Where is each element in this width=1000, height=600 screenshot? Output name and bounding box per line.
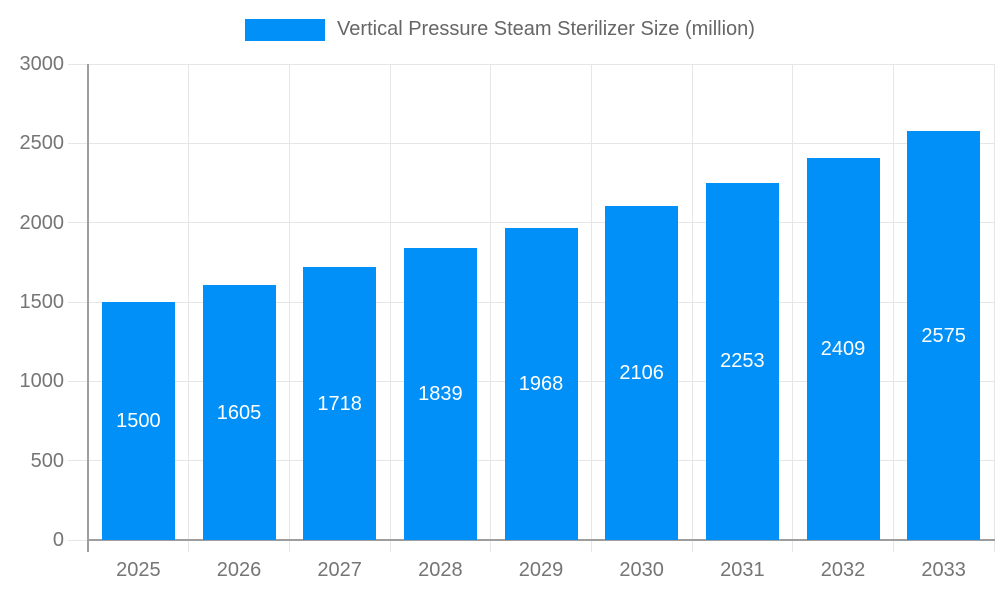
v-gridline <box>288 64 290 540</box>
x-axis-tick <box>590 540 592 552</box>
x-axis-tick <box>691 540 693 552</box>
h-gridline <box>88 222 994 224</box>
x-axis-tick <box>993 540 995 552</box>
y-axis-tick <box>68 380 88 382</box>
v-gridline <box>490 64 492 540</box>
y-axis-label: 2000 <box>19 211 65 234</box>
v-gridline <box>892 64 894 540</box>
v-gridline <box>389 64 391 540</box>
bar[interactable] <box>202 285 276 540</box>
bar[interactable] <box>504 227 578 540</box>
bar[interactable] <box>806 157 880 540</box>
bar[interactable] <box>101 302 175 540</box>
v-gridline <box>792 64 794 540</box>
x-axis-label: 2032 <box>820 559 866 581</box>
x-axis-label: 2031 <box>720 559 765 581</box>
x-axis-label: 2025 <box>116 559 161 581</box>
x-axis-label: 2026 <box>216 559 262 581</box>
y-axis-line <box>87 64 89 552</box>
x-axis-label: 2033 <box>921 559 966 581</box>
legend: Vertical Pressure Steam Sterilizer Size … <box>0 18 1000 41</box>
legend-swatch-icon <box>245 18 326 41</box>
bar-value-label: 1500 <box>116 410 161 432</box>
bar-value-label: 1968 <box>518 372 564 395</box>
y-axis-tick <box>68 222 88 224</box>
y-axis-label: 3000 <box>19 53 65 75</box>
bar[interactable] <box>705 182 779 540</box>
x-axis-line <box>87 539 995 541</box>
v-gridline <box>590 64 592 540</box>
bar-value-label: 1718 <box>317 392 362 415</box>
x-axis-tick <box>792 540 794 552</box>
y-axis-tick <box>68 63 88 65</box>
bar[interactable] <box>303 267 377 540</box>
y-axis-label: 1500 <box>19 291 65 313</box>
x-axis-label: 2029 <box>518 559 564 581</box>
bar[interactable] <box>403 248 477 540</box>
bar-value-label: 2409 <box>820 337 866 360</box>
bar-value-label: 2575 <box>921 324 966 347</box>
v-gridline <box>993 64 995 540</box>
v-gridline <box>691 64 693 540</box>
x-axis-tick <box>188 540 190 552</box>
x-axis-tick <box>389 540 391 552</box>
h-gridline <box>88 142 994 144</box>
v-gridline <box>188 64 190 540</box>
y-axis-tick <box>68 460 88 462</box>
y-axis-tick <box>68 539 88 541</box>
bar[interactable] <box>605 205 679 540</box>
y-axis-tick <box>68 142 88 144</box>
x-axis-tick <box>288 540 290 552</box>
x-axis-tick <box>490 540 492 552</box>
y-axis-label: 2500 <box>19 132 65 155</box>
y-axis-label: 0 <box>52 529 64 551</box>
y-axis-label: 500 <box>30 449 64 472</box>
y-axis-tick <box>68 301 88 303</box>
bar-value-label: 1839 <box>418 383 463 406</box>
legend-item[interactable]: Vertical Pressure Steam Sterilizer Size … <box>245 18 755 41</box>
x-axis-label: 2030 <box>619 559 664 581</box>
x-axis-label: 2027 <box>317 559 362 581</box>
bar-value-label: 2106 <box>619 361 664 384</box>
y-axis-label: 1000 <box>19 370 65 393</box>
h-gridline <box>88 63 994 65</box>
legend-label: Vertical Pressure Steam Sterilizer Size … <box>337 18 755 40</box>
bar[interactable] <box>907 131 981 540</box>
x-axis-label: 2028 <box>418 559 463 581</box>
bar-value-label: 1605 <box>216 401 262 424</box>
bar-value-label: 2253 <box>720 350 765 373</box>
x-axis-tick <box>892 540 894 552</box>
